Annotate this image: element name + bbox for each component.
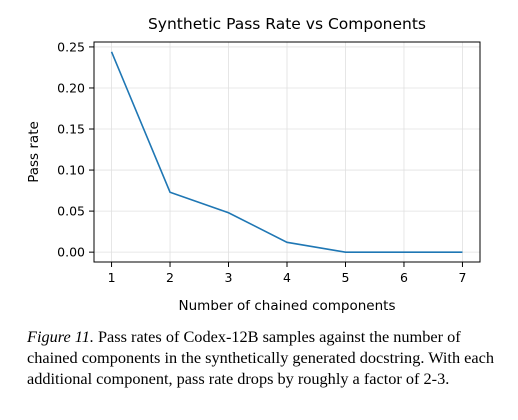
x-tick-label: 6 xyxy=(400,270,408,285)
line-chart: 1 2 3 4 5 6 7 0.00 0.05 0.10 0.15 0.20 0.25 Syntheti… xyxy=(26,15,481,314)
figure-label: Figure 11. xyxy=(27,327,94,346)
y-tick-label: 0.10 xyxy=(57,163,85,178)
axis-ticks: 1 2 3 4 5 6 7 0.00 0.05 0.10 0.15 0.20 0.25 xyxy=(57,39,466,285)
y-tick-label: 0.15 xyxy=(57,122,85,137)
series-line xyxy=(110,51,463,253)
x-tick-label: 7 xyxy=(458,270,466,285)
x-tick-label: 3 xyxy=(225,270,233,285)
y-tick-label: 0.20 xyxy=(57,80,85,95)
x-tick-label: 2 xyxy=(166,270,174,285)
y-tick-label: 0.25 xyxy=(57,39,85,54)
chart-title: Synthetic Pass Rate vs Components xyxy=(148,15,426,33)
y-tick-label: 0.00 xyxy=(57,245,85,260)
y-axis-label: Pass rate xyxy=(26,121,42,183)
grid-lines xyxy=(94,42,480,262)
figure-caption: Figure 11. Pass rates of Codex-12B sampl… xyxy=(27,326,497,389)
y-tick-label: 0.05 xyxy=(57,204,85,219)
x-tick-label: 1 xyxy=(108,270,116,285)
x-axis-label: Number of chained components xyxy=(179,298,396,314)
caption-text: Pass rates of Codex-12B samples against … xyxy=(27,327,494,388)
x-tick-label: 4 xyxy=(283,270,291,285)
x-tick-label: 5 xyxy=(342,270,350,285)
